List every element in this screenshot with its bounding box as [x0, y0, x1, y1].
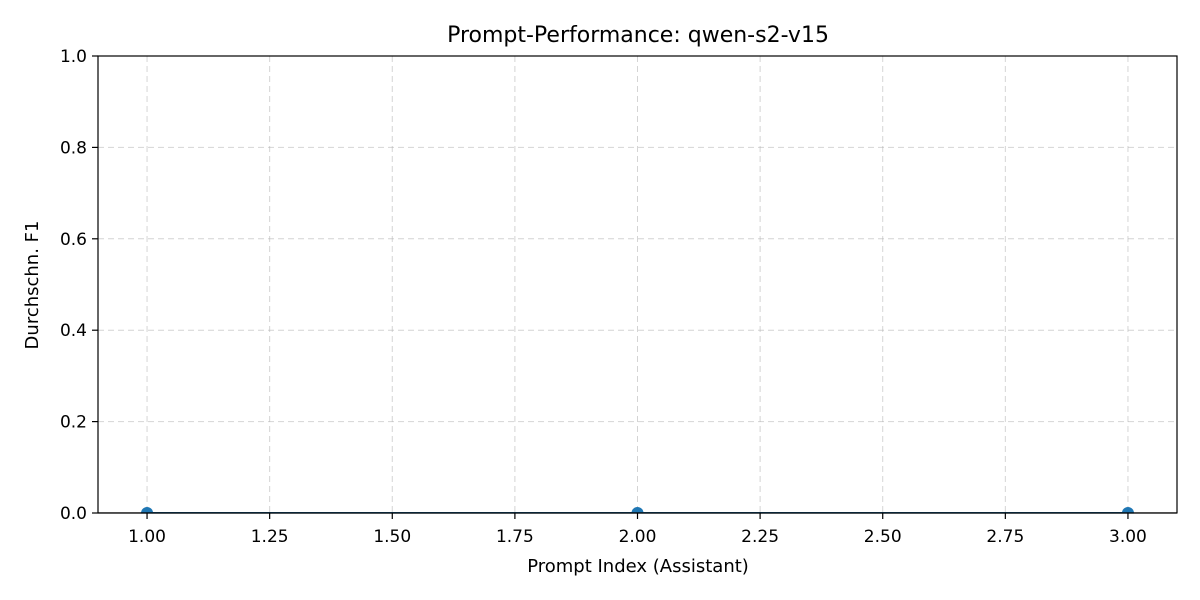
x-axis-label: Prompt Index (Assistant) — [527, 556, 749, 577]
y-tick-label: 0.8 — [60, 138, 87, 158]
y-tick-label: 0.6 — [60, 230, 87, 250]
x-tick-label: 1.25 — [251, 527, 289, 547]
grid-lines — [98, 55, 1177, 514]
x-axis-ticks: 1.00 1.25 1.50 1.75 2.00 2.25 2.50 2.75 3.00 — [128, 513, 1147, 547]
x-tick-label: 2.00 — [619, 527, 657, 547]
x-tick-label: 2.25 — [741, 527, 779, 547]
y-tick-label: 0.2 — [60, 413, 87, 433]
x-tick-label: 3.00 — [1109, 527, 1147, 547]
x-tick-label: 1.00 — [128, 527, 166, 547]
chart-title: Prompt-Performance: qwen-s2-v15 — [447, 23, 829, 48]
x-tick-label: 1.50 — [373, 527, 411, 547]
x-tick-label: 1.75 — [496, 527, 534, 547]
y-tick-label: 0.0 — [60, 504, 87, 524]
y-axis-label: Durchschn. F1 — [22, 221, 43, 350]
x-tick-label: 2.75 — [986, 527, 1024, 547]
x-tick-label: 2.50 — [864, 527, 902, 547]
y-axis-ticks: 0.0 0.2 0.4 0.6 0.8 1.0 — [60, 47, 98, 524]
y-tick-label: 0.4 — [60, 321, 87, 341]
y-tick-label: 1.0 — [60, 47, 87, 67]
